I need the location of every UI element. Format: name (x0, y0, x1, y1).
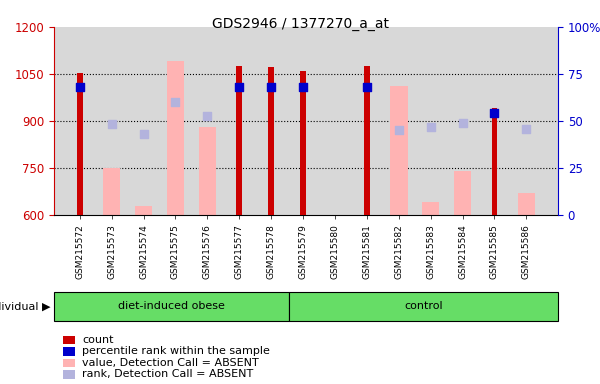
Bar (300, 71, 306, 215)
Text: value, Detection Call = ABSENT: value, Detection Call = ABSENT (82, 358, 259, 368)
Point (490, 110, 499, 116)
Bar (268, 67, 274, 215)
Bar (135, 206, 152, 215)
Point (107, 121, 116, 127)
Bar (390, 86, 407, 215)
Bar (491, 108, 497, 215)
Point (203, 113, 212, 119)
Bar (167, 61, 184, 215)
Point (298, 84, 308, 90)
Text: control: control (404, 301, 443, 311)
Point (521, 126, 531, 132)
Text: rank, Detection Call = ABSENT: rank, Detection Call = ABSENT (82, 369, 253, 379)
Point (266, 84, 276, 90)
Point (235, 84, 244, 90)
Point (394, 127, 404, 134)
Text: count: count (82, 335, 114, 345)
Text: percentile rank within the sample: percentile rank within the sample (82, 346, 270, 356)
Point (139, 131, 148, 137)
Point (458, 119, 467, 126)
Point (170, 99, 180, 105)
Text: individual ▶: individual ▶ (0, 301, 51, 311)
Bar (103, 168, 121, 215)
Bar (236, 66, 242, 215)
Point (426, 124, 436, 130)
Bar (364, 66, 370, 215)
Text: diet-induced obese: diet-induced obese (118, 301, 225, 311)
Bar (422, 202, 439, 215)
Point (75, 84, 85, 90)
Bar (77, 73, 83, 215)
Bar (518, 193, 535, 215)
Bar (199, 127, 216, 215)
Text: GDS2946 / 1377270_a_at: GDS2946 / 1377270_a_at (212, 17, 389, 31)
Bar (454, 171, 471, 215)
Point (362, 84, 371, 90)
